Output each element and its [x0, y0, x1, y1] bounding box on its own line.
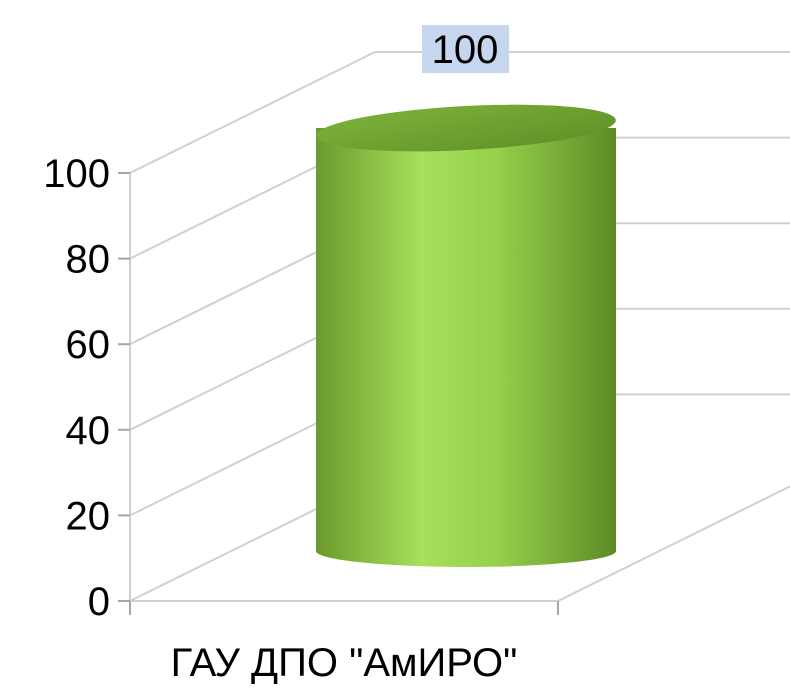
floor-right-edge	[557, 485, 790, 602]
y-tick-label: 20	[66, 494, 111, 538]
y-tick-label: 80	[66, 238, 111, 282]
y-axis-ticks: 0 20 40 60 80 100	[43, 152, 110, 624]
gridline-left	[129, 51, 376, 174]
y-tick-label: 40	[66, 409, 111, 453]
y-tick-label: 60	[66, 323, 111, 367]
cylinder-top	[316, 104, 616, 152]
y-tick-label: 100	[43, 152, 110, 196]
data-labels-layer: 100	[422, 25, 509, 73]
bar-cylinder	[316, 104, 616, 567]
cylinder-body	[316, 128, 616, 567]
y-tick-label: 0	[88, 580, 110, 624]
x-axis-labels: ГАУ ДПО "АмИРО"	[171, 641, 518, 685]
data-label-text: 100	[432, 28, 499, 72]
x-category-label: ГАУ ДПО "АмИРО"	[171, 641, 518, 684]
bars-layer	[316, 104, 616, 567]
data-label: 100	[422, 25, 509, 73]
data-label-box	[422, 25, 509, 73]
